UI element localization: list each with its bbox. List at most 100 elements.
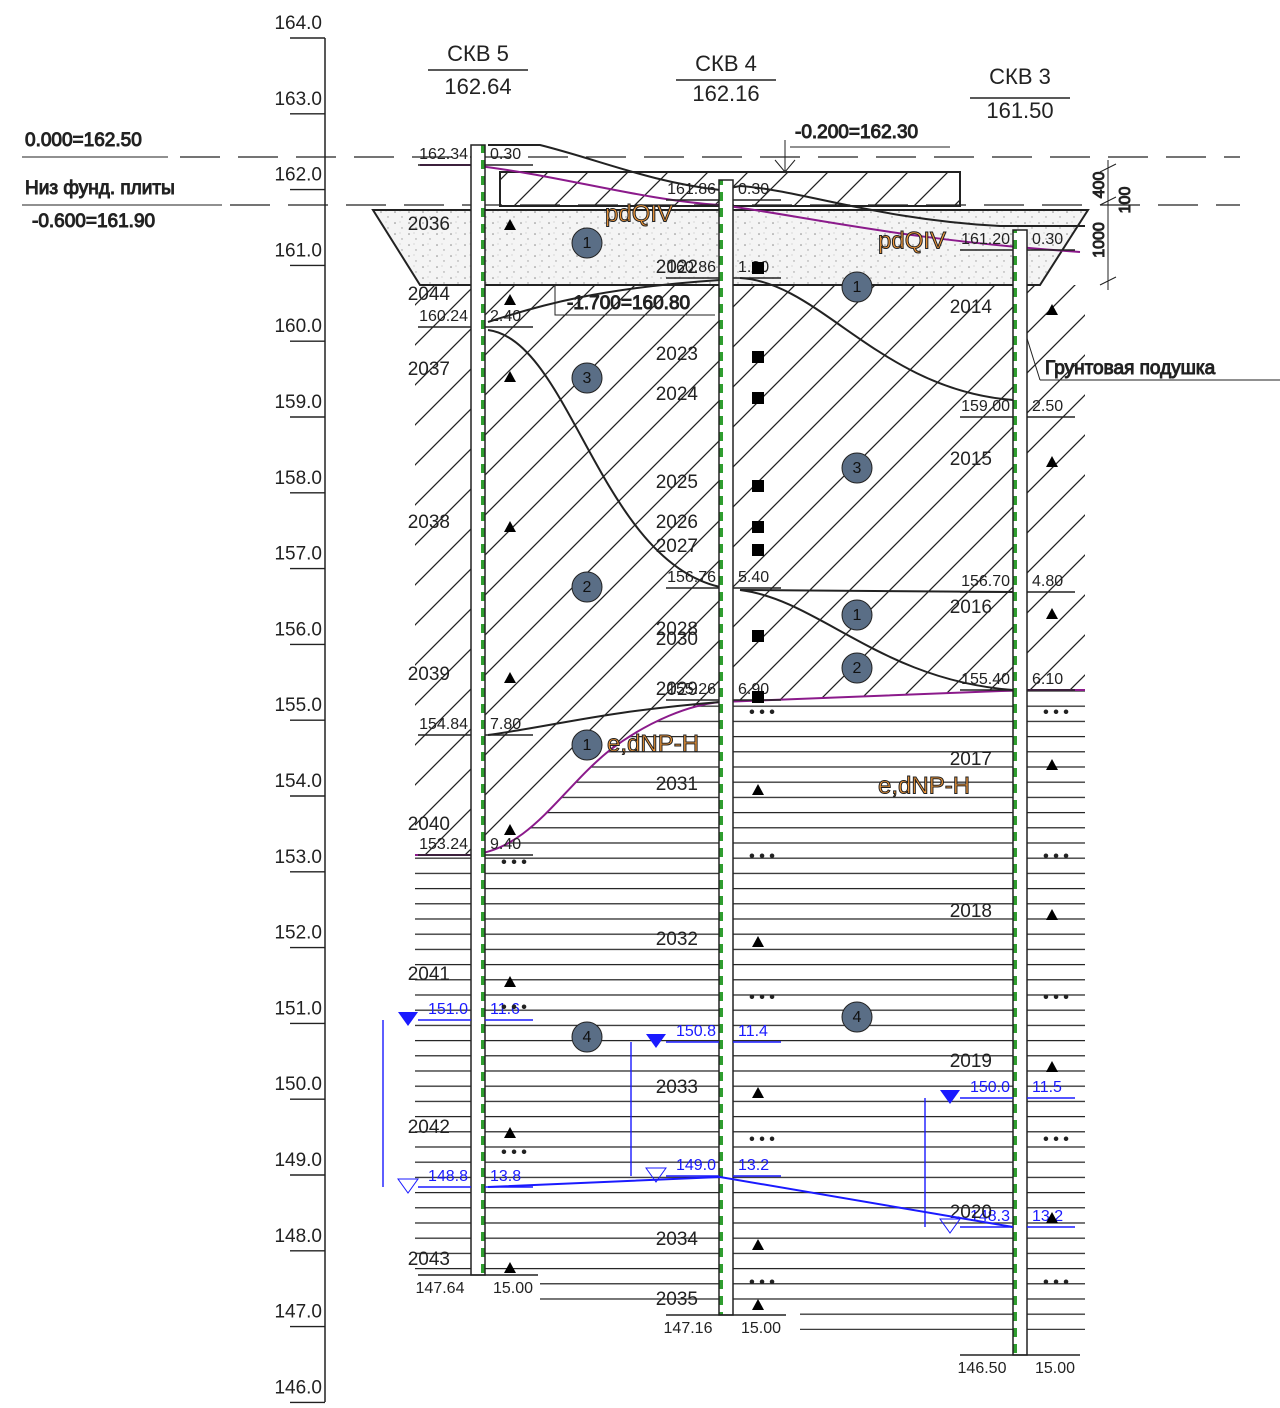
dots: • • • — [501, 999, 527, 1016]
elevation-label: 152.0 — [274, 923, 322, 944]
depth-label: 11.4 — [738, 1023, 768, 1040]
contacts — [487, 277, 1014, 736]
elev-label: 161.86 — [667, 181, 716, 198]
elevation-label: 163.0 — [274, 89, 322, 110]
borehole — [718, 179, 734, 1316]
layer-circle — [571, 227, 603, 259]
bottom-depth: 15.00 — [493, 1280, 533, 1297]
depth-label: 11.5 — [1032, 1079, 1062, 1096]
clay-hatch — [415, 285, 1085, 855]
borehole-name: СКВ 5 — [447, 41, 509, 66]
sample-id: 2044 — [408, 284, 451, 305]
elevation-label: 154.0 — [274, 771, 322, 792]
elev-label: 151.0 — [428, 1001, 468, 1018]
dimension: 400 — [1091, 172, 1108, 199]
elevation-label: 148.0 — [274, 1226, 322, 1247]
layer-circle — [571, 1021, 603, 1053]
sample-square — [752, 262, 764, 274]
depth-label: 4.80 — [1032, 573, 1063, 590]
borehole-elevation: 162.64 — [444, 74, 511, 99]
dots: • • • — [501, 1144, 527, 1161]
layer-circle — [841, 599, 873, 631]
level-label: -0.200=162.30 — [795, 122, 918, 143]
water-appeared-mark — [646, 1034, 666, 1048]
sample-square — [752, 691, 764, 703]
sample-triangle — [1046, 1212, 1058, 1223]
level-label: 0.000=162.50 — [25, 130, 142, 151]
dots: • • • — [749, 704, 775, 721]
layer-number: 4 — [583, 1029, 592, 1046]
dots: • • • — [1043, 989, 1069, 1006]
bottom-elev: 146.50 — [958, 1360, 1007, 1377]
depth-label: 13.2 — [738, 1157, 769, 1174]
sample-id: 2032 — [656, 929, 698, 950]
elev-label: 160.24 — [419, 308, 468, 325]
dots: • • • — [749, 1131, 775, 1148]
sample-triangle — [752, 1299, 764, 1310]
sample-id: 2019 — [950, 1051, 992, 1072]
elevation-label: 155.0 — [274, 695, 322, 716]
layer-circle — [571, 729, 603, 761]
elev-label: 148.8 — [428, 1168, 468, 1185]
boundary-ed — [415, 689, 1085, 856]
sample-id: 2031 — [656, 774, 698, 795]
sample-square — [752, 480, 764, 492]
elevation-label: 146.0 — [274, 1377, 322, 1398]
sample-id: 2027 — [656, 536, 698, 557]
layer-circle — [841, 271, 873, 303]
dots: • • • — [749, 1274, 775, 1291]
level-label: -1.700=160.80 — [567, 293, 690, 314]
borehole-elevation: 162.16 — [692, 81, 759, 106]
sample-triangle — [1046, 1061, 1058, 1072]
sample-triangle — [752, 1239, 764, 1250]
sample-triangle — [504, 672, 516, 683]
elevation-label: 156.0 — [274, 619, 322, 640]
sample-triangle — [504, 294, 516, 305]
sample-triangle — [504, 521, 516, 532]
sample-triangle — [752, 784, 764, 795]
depth-label: 13.8 — [490, 1168, 521, 1185]
bottom-elev: 147.16 — [664, 1320, 713, 1337]
water-appeared-mark — [940, 1090, 960, 1104]
sample-id: 2023 — [656, 344, 698, 365]
layer-number: 3 — [583, 370, 592, 387]
sample-triangle — [1046, 608, 1058, 619]
dots: • • • — [1043, 704, 1069, 721]
sample-triangle — [504, 824, 516, 835]
sample-id: 2024 — [656, 384, 699, 405]
layer-circle — [841, 1001, 873, 1033]
elevation-label: 150.0 — [274, 1074, 322, 1095]
sample-id: 2043 — [408, 1249, 450, 1270]
sample-triangle — [752, 936, 764, 947]
dots: • • • — [1043, 848, 1069, 865]
sample-square — [752, 392, 764, 404]
elev-label: 162.34 — [419, 146, 468, 163]
layer-number: 1 — [853, 279, 862, 296]
pad-label: Грунтовая подушка — [1045, 358, 1216, 379]
sample-triangle — [504, 1262, 516, 1273]
elevation-label: 159.0 — [274, 392, 322, 413]
elevation-label: 158.0 — [274, 468, 322, 489]
elevation-label: 161.0 — [274, 240, 322, 261]
layer-number: 4 — [853, 1009, 862, 1026]
soil — [371, 144, 1090, 1330]
layer-circle — [841, 652, 873, 684]
elev-label: 155.26 — [667, 681, 716, 698]
elev-label: 160.86 — [667, 259, 716, 276]
soil-label: pdQIV — [605, 200, 673, 227]
sample-id: 2030 — [656, 629, 698, 650]
layer-circle — [571, 571, 603, 603]
elev-label: 156.70 — [961, 573, 1010, 590]
layer-number: 1 — [583, 737, 592, 754]
sample-id: 2022 — [656, 257, 698, 278]
depth-label: 9.40 — [490, 836, 521, 853]
elevation-label: 153.0 — [274, 847, 322, 868]
borehole-name: СКВ 3 — [989, 64, 1051, 89]
sample-id: 2026 — [656, 512, 698, 533]
elev-label: 156.76 — [667, 569, 716, 586]
sample-id: 2036 — [408, 214, 450, 235]
sample-id: 2014 — [950, 297, 993, 318]
sample-id: 2039 — [408, 664, 450, 685]
sample-id: 2017 — [950, 749, 992, 770]
layer-number: 2 — [853, 660, 862, 677]
